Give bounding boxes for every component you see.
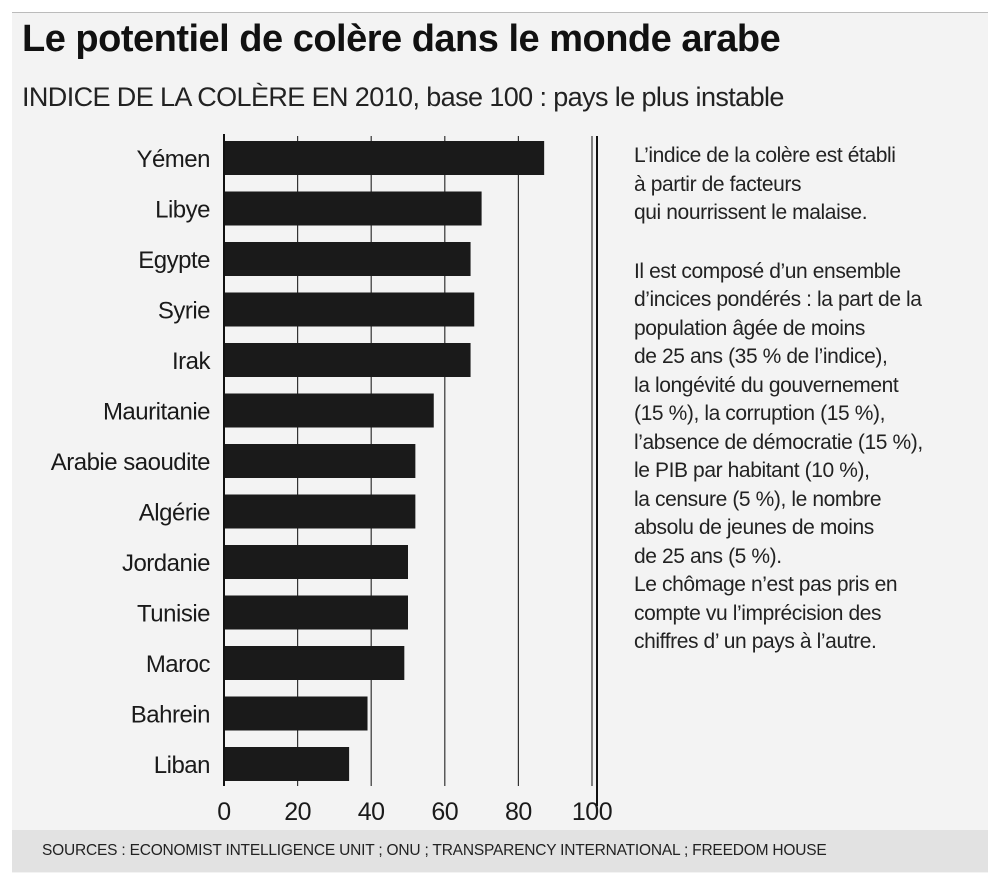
category-label-7: Algérie xyxy=(139,500,210,527)
category-label-8: Jordanie xyxy=(122,550,210,577)
chart-subtitle: INDICE DE LA COLÈRE EN 2010, base 100 : … xyxy=(22,82,784,112)
x-tick-label-0: 0 xyxy=(217,798,230,826)
sources-bar xyxy=(12,830,988,872)
category-label-9: Tunisie xyxy=(137,601,210,628)
category-label-5: Mauritanie xyxy=(103,399,210,426)
bar-9 xyxy=(224,595,408,630)
note-paragraph-2: Il est composé d’un ensemble d’incices p… xyxy=(634,259,923,654)
category-label-1: Libye xyxy=(155,197,210,224)
x-tick-label-40: 40 xyxy=(358,798,385,826)
category-label-12: Liban xyxy=(154,752,210,779)
chart-title: Le potentiel de colère dans le monde ara… xyxy=(22,18,781,60)
note-paragraph-1: L’indice de la colère est établi à parti… xyxy=(634,144,896,224)
bar-0 xyxy=(224,141,545,175)
category-label-0: Yémen xyxy=(136,146,210,173)
bar-11 xyxy=(224,696,368,731)
explanatory-note: L’indice de la colère est établi à parti… xyxy=(634,142,984,687)
bar-12 xyxy=(224,747,350,781)
x-tick-label-60: 60 xyxy=(431,798,458,826)
bar-chart: Yémen Libye Egypte Syrie Irak Mauritanie Arabi… xyxy=(51,134,613,826)
sources-text: SOURCES : ECONOMIST INTELLIGENCE UNIT ; … xyxy=(42,842,827,859)
bar-5 xyxy=(224,393,434,428)
bar-4 xyxy=(224,343,471,377)
category-label-4: Irak xyxy=(172,348,212,375)
category-label-6: Arabie saoudite xyxy=(51,449,210,476)
category-label-2: Egypte xyxy=(138,247,210,274)
category-label-11: Bahrein xyxy=(131,702,210,729)
bar-2 xyxy=(224,242,471,276)
bar-7 xyxy=(224,494,416,529)
bar-10 xyxy=(224,646,405,680)
bar-8 xyxy=(224,545,408,579)
category-label-3: Syrie xyxy=(158,298,210,325)
bar-1 xyxy=(224,191,482,226)
x-tick-label-80: 80 xyxy=(505,798,532,826)
bar-3 xyxy=(224,292,475,327)
x-tick-label-100: 100 xyxy=(572,798,612,826)
bar-6 xyxy=(224,444,416,478)
category-label-10: Maroc xyxy=(146,651,211,678)
x-tick-label-20: 20 xyxy=(284,798,311,826)
